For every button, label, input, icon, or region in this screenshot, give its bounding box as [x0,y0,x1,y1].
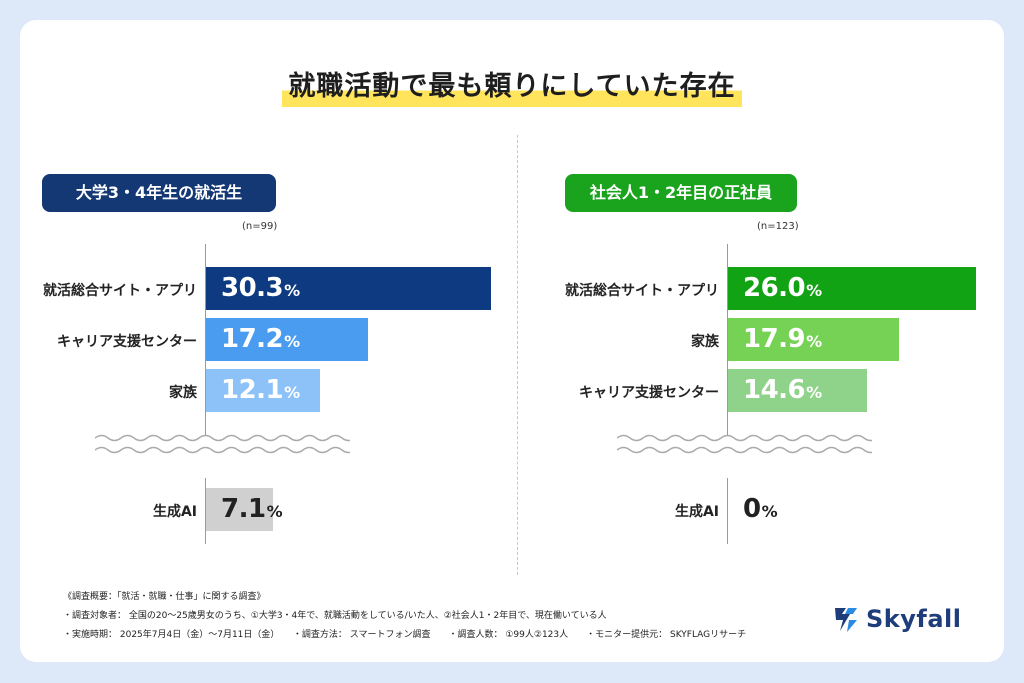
category-label-generative-ai: 生成AI [152,503,197,520]
data-label-value-row-3: 12.1 [221,374,284,405]
data-label-value-row-2: 17.2 [221,323,284,354]
data-label-value-generative-ai: 7.1 [221,493,266,524]
survey-notes: 《調査概要：「就活・就職・仕事」に関する調査》 ・調査対象者： 全国の20〜25… [63,588,746,645]
group-label-students: 大学3・4年生の就活生 [42,174,276,212]
percent-sign: % [284,280,300,300]
bar-row-3 [206,369,320,412]
survey-note-target: ・調査対象者： 全国の20〜25歳男女のうち、①大学3・4年で、就職活動をしてい… [63,611,607,621]
data-label-generative-ai: 7.1% [221,493,283,524]
percent-sign: % [806,382,822,402]
chart-title: 就職活動で最も頼りにしていた存在 [0,64,1024,107]
panel-divider [517,135,518,575]
axis-break-line [617,434,872,442]
value-axis-extra [205,478,206,544]
data-label-generative-ai: 0% [743,493,778,524]
data-label-value-row-2: 17.9 [743,323,806,354]
data-label-row-2: 17.2% [221,324,300,354]
logo-text: Skyfall [866,605,962,633]
category-label-row-1: 就活総合サイト・アプリ [43,282,197,299]
bar-row-3 [728,369,868,412]
bar-row-1 [206,267,491,310]
group-label-workers: 社会人1・2年目の正社員 [565,174,797,212]
percent-sign: % [806,331,822,351]
value-axis-main [205,244,206,436]
data-label-row-3: 14.6% [743,375,822,405]
category-label-row-1: 就活総合サイト・アプリ [565,282,719,299]
axis-break-line [95,446,350,454]
axis-break-line [95,434,350,442]
bar-row-2 [206,318,368,361]
sample-size-workers: (n=123) [757,221,799,232]
axis-break-line [617,446,872,454]
skyfall-logo-icon [835,608,857,632]
data-label-row-3: 12.1% [221,375,300,405]
category-label-generative-ai: 生成AI [674,503,719,520]
category-label-row-3: キャリア支援センター [579,384,719,401]
value-axis-extra [727,478,728,544]
percent-sign: % [761,501,778,521]
data-label-row-1: 26.0% [743,273,822,303]
bar-row-2 [728,318,899,361]
axis-break-wave [617,434,872,454]
survey-note-details: ・実施時期： 2025年7月4日（金）〜7月11日（金） ・調査方法： スマート… [63,630,747,640]
data-label-row-2: 17.9% [743,324,822,354]
category-label-row-2: キャリア支援センター [57,333,197,350]
percent-sign: % [806,280,822,300]
data-label-value-row-1: 30.3 [221,272,284,303]
data-label-row-1: 30.3% [221,273,300,303]
percent-sign: % [266,501,283,521]
percent-sign: % [284,331,300,351]
category-label-row-2: 家族 [691,333,719,350]
data-label-value-row-3: 14.6 [743,374,806,405]
survey-note-heading: 《調査概要：「就活・就職・仕事」に関する調査》 [63,592,266,602]
value-axis-main [727,244,728,436]
axis-break-wave [95,434,350,454]
percent-sign: % [284,382,300,402]
sample-size-students: (n=99) [242,221,278,232]
category-label-row-3: 家族 [169,384,197,401]
data-label-value-generative-ai: 0 [743,493,761,524]
skyfall-logo: Skyfall [832,602,961,636]
bar-generative-ai [206,488,273,531]
data-label-value-row-1: 26.0 [743,272,806,303]
bar-row-1 [728,267,976,310]
